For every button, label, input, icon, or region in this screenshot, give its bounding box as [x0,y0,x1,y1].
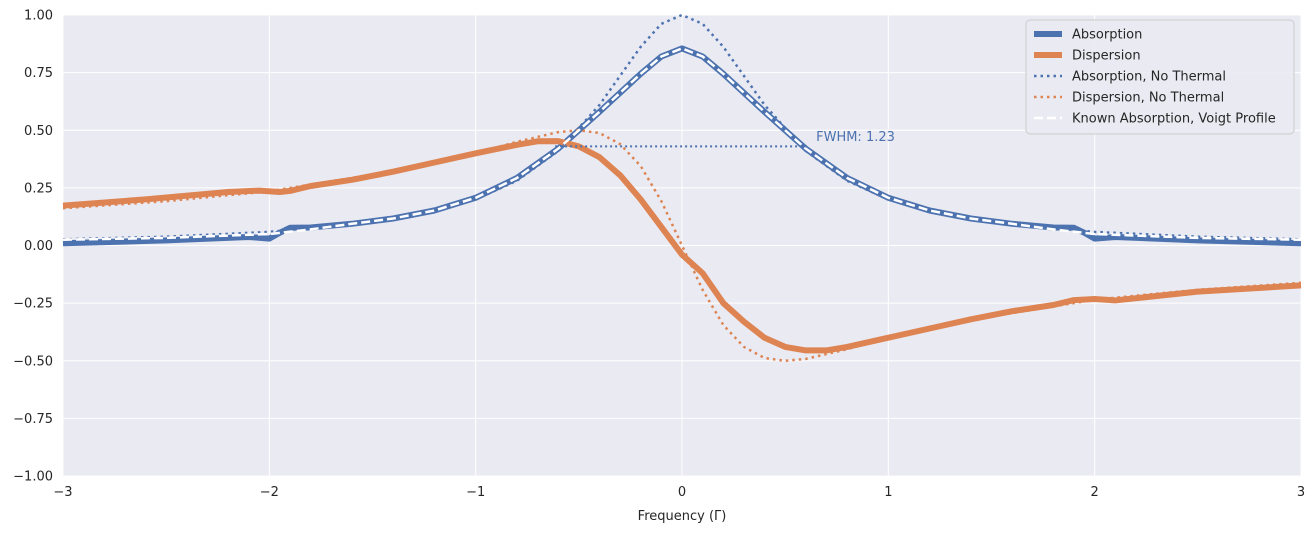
legend-label-2: Absorption, No Thermal [1072,70,1226,85]
x-tick-label: −2 [260,485,279,500]
y-tick-label: −0.50 [13,354,53,369]
x-tick-label: 0 [678,485,686,500]
y-tick-label: −1.00 [13,470,53,485]
legend-label-3: Dispersion, No Thermal [1072,91,1224,106]
y-tick-label: 1.00 [24,9,53,24]
legend-label-1: Dispersion [1072,49,1141,64]
x-axis-ticks: −3 −2 −1 0 1 2 3 [53,485,1305,500]
fwhm-label: FWHM: 1.23 [816,130,895,145]
series-line-4 [62,47,1302,241]
legend-box [1025,19,1295,135]
y-tick-label: −0.75 [13,412,53,427]
x-tick-label: 3 [1297,485,1305,500]
annotation-layer: FWHM: 1.23 [555,130,895,148]
series-layer [62,13,1302,363]
legend-label-0: Absorption [1072,28,1142,43]
legend-label-4: Known Absorption, Voigt Profile [1072,112,1276,127]
legend: Absorption Dispersion Absorption, No Therm… [1025,19,1295,135]
y-tick-label: 0.50 [24,124,53,139]
y-tick-label: 0.00 [24,239,53,254]
y-tick-label: 0.75 [24,66,53,81]
series-line-1 [62,138,1302,354]
y-axis-ticks: −1.00 −0.75 −0.50 −0.25 0.00 0.25 0.50 0.75 1.00 [13,9,53,485]
x-tick-label: −1 [466,485,485,500]
y-tick-label: −0.25 [13,297,53,312]
x-tick-label: −3 [53,485,72,500]
series-line-3 [62,129,1302,363]
x-tick-label: 1 [884,485,892,500]
x-tick-label: 2 [1091,485,1099,500]
series-line-0 [62,45,1302,247]
x-axis-label: Frequency (Γ) [638,509,727,524]
grid [62,14,1302,477]
y-tick-label: 0.25 [24,181,53,196]
